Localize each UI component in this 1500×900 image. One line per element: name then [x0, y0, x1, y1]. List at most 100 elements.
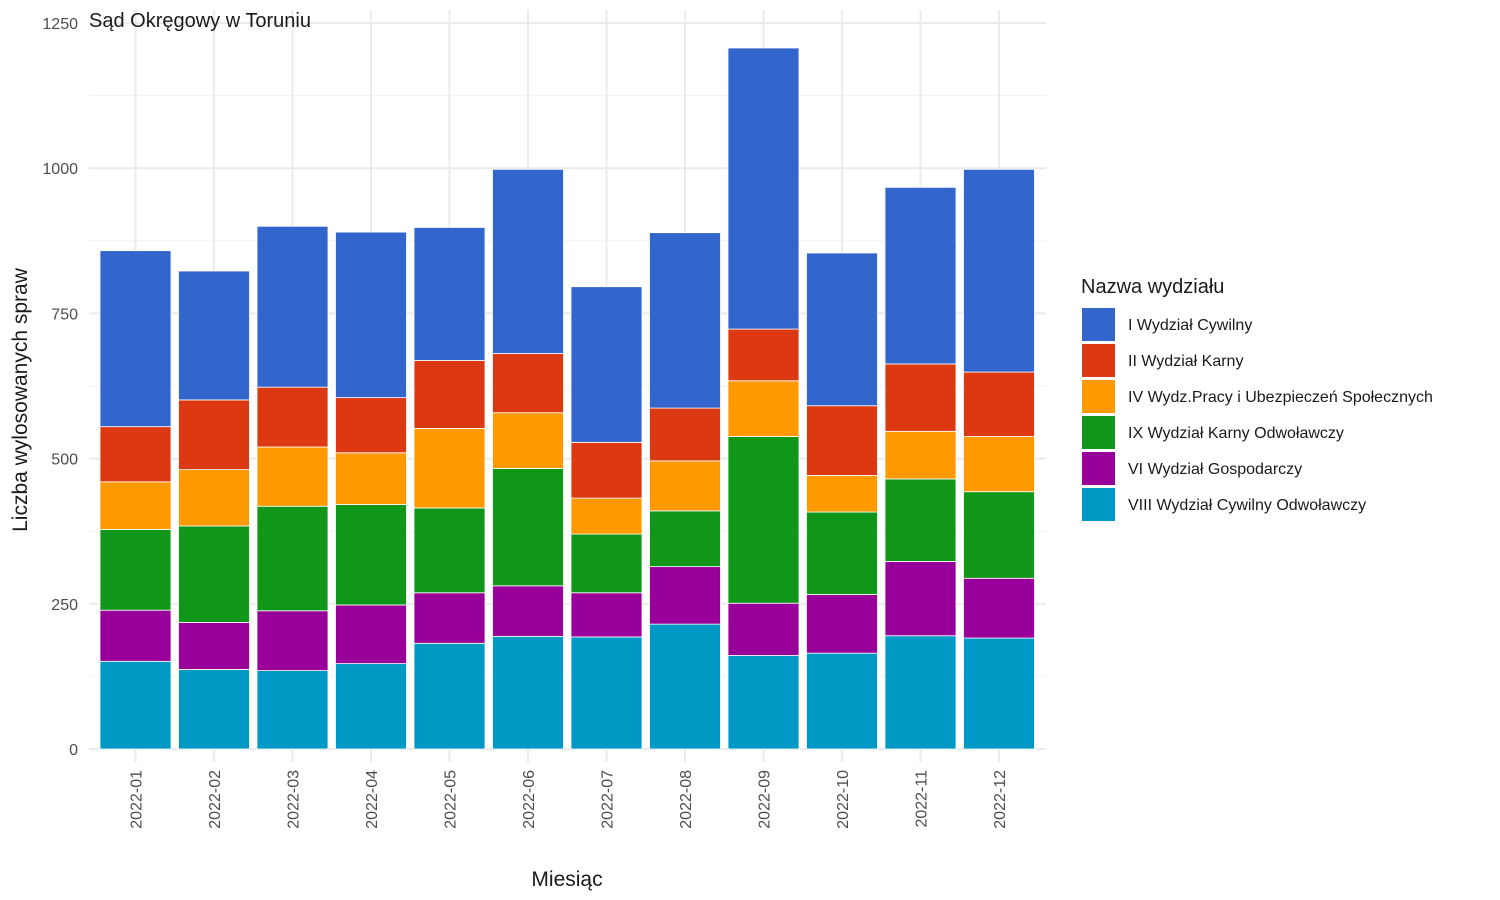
bar-segment	[492, 353, 564, 414]
legend-key	[1082, 380, 1115, 413]
bar-segment	[963, 577, 1035, 639]
y-tick-label: 1250	[42, 16, 78, 33]
legend-label: II Wydział Karny	[1128, 353, 1243, 370]
bar-segment	[727, 47, 800, 330]
legend-label: VIII Wydział Cywilny Odwoławczy	[1128, 497, 1366, 514]
y-tick-label: 0	[69, 742, 78, 759]
y-tick-label: 1000	[42, 161, 78, 178]
x-tick-label: 2022-11	[914, 770, 931, 828]
bar-segment	[99, 481, 172, 530]
bar-segment	[178, 525, 250, 623]
chart-title: Sąd Okręgowy w Toruniu	[89, 10, 311, 32]
legend-label: IV Wydz.Pracy i Ubezpieczeń Społecznych	[1128, 389, 1433, 406]
bar-segment	[413, 360, 486, 429]
bar-segment	[649, 510, 721, 568]
bar-segment	[178, 270, 250, 401]
bar-segment	[806, 252, 878, 407]
bar-segment	[335, 504, 407, 606]
legend-key	[1082, 416, 1115, 449]
bar-segment	[335, 604, 407, 665]
bar-segment	[256, 386, 329, 448]
bar-segment	[884, 478, 957, 562]
legend-key	[1082, 488, 1115, 521]
legend: Nazwa wydziału I Wydział Cywilny II Wydzi…	[1081, 276, 1433, 521]
bar-segment	[413, 592, 486, 644]
bar-segment	[335, 231, 407, 399]
bar-segment	[963, 637, 1035, 750]
bar-segment	[727, 602, 800, 656]
legend-key	[1082, 452, 1115, 485]
bar-segment	[492, 412, 564, 469]
bar-segment	[99, 660, 172, 750]
bar-segment	[649, 232, 721, 409]
bar-segment	[649, 623, 721, 750]
bar-segment	[806, 475, 878, 513]
y-axis-title: Liczba wylosowanych spraw	[9, 267, 32, 532]
bar-segment	[99, 250, 172, 428]
bar-segment	[178, 621, 250, 670]
bar-segment	[492, 468, 564, 587]
bar-segment	[806, 594, 878, 654]
legend-label: VI Wydział Gospodarczy	[1128, 461, 1302, 478]
bar-segment	[492, 635, 564, 750]
bars	[99, 47, 1035, 750]
legend-key	[1082, 344, 1115, 377]
bar-segment	[727, 328, 800, 382]
legend-label: I Wydział Cywilny	[1128, 317, 1252, 334]
x-tick-label: 2022-06	[521, 770, 538, 829]
legend-items: I Wydział Cywilny II Wydział Karny IV Wydz…	[1082, 308, 1433, 521]
bar-segment	[570, 592, 643, 638]
bar-segment	[884, 363, 957, 432]
bar-segment	[335, 663, 407, 750]
bar-segment	[570, 636, 643, 750]
bar-segment	[99, 426, 172, 483]
bar-segment	[963, 168, 1035, 373]
bar-segment	[884, 430, 957, 480]
y-tick-label: 500	[51, 452, 78, 469]
bar-segment	[884, 635, 957, 750]
x-tick-label: 2022-10	[835, 770, 852, 829]
x-tick-label: 2022-12	[992, 770, 1009, 829]
bar-segment	[256, 610, 329, 671]
bar-segment	[806, 405, 878, 476]
y-tick-label: 750	[51, 306, 78, 323]
bar-segment	[256, 670, 329, 750]
bar-segment	[963, 371, 1035, 437]
bar-segment	[256, 446, 329, 507]
bar-segment	[963, 436, 1035, 493]
bar-segment	[806, 652, 878, 750]
x-tick-label: 2022-07	[600, 770, 617, 829]
bar-segment	[413, 507, 486, 594]
x-tick-label: 2022-03	[286, 770, 303, 829]
bar-segment	[570, 533, 643, 594]
x-tick-label: 2022-04	[364, 770, 381, 829]
y-axis-ticks: 0 250 500 750 1000 1250	[42, 16, 78, 759]
bar-segment	[413, 427, 486, 509]
bar-segment	[727, 380, 800, 437]
bar-segment	[413, 227, 486, 361]
bar-segment	[256, 225, 329, 388]
bar-segment	[335, 452, 407, 505]
bar-segment	[492, 168, 564, 354]
bar-segment	[649, 407, 721, 462]
x-axis-title: Miesiąc	[531, 868, 602, 891]
x-axis-ticks: 2022-01 2022-02 2022-03 2022-04 2022-05 2022-…	[129, 770, 1010, 829]
bar-segment	[806, 511, 878, 595]
bar-segment	[570, 286, 643, 443]
bar-segment	[99, 609, 172, 662]
bar-segment	[178, 669, 250, 750]
bar-segment	[649, 460, 721, 512]
bar-segment	[884, 186, 957, 365]
bar-segment	[727, 436, 800, 604]
bar-segment	[256, 505, 329, 612]
x-tick-label: 2022-08	[678, 770, 695, 829]
bar-segment	[335, 397, 407, 454]
bar-segment	[649, 566, 721, 625]
bar-segment	[492, 585, 564, 637]
x-tick-label: 2022-09	[757, 770, 774, 829]
bar-segment	[963, 491, 1035, 579]
bar-segment	[570, 441, 643, 499]
bar-segment	[413, 642, 486, 750]
legend-label: IX Wydział Karny Odwoławczy	[1128, 425, 1344, 442]
